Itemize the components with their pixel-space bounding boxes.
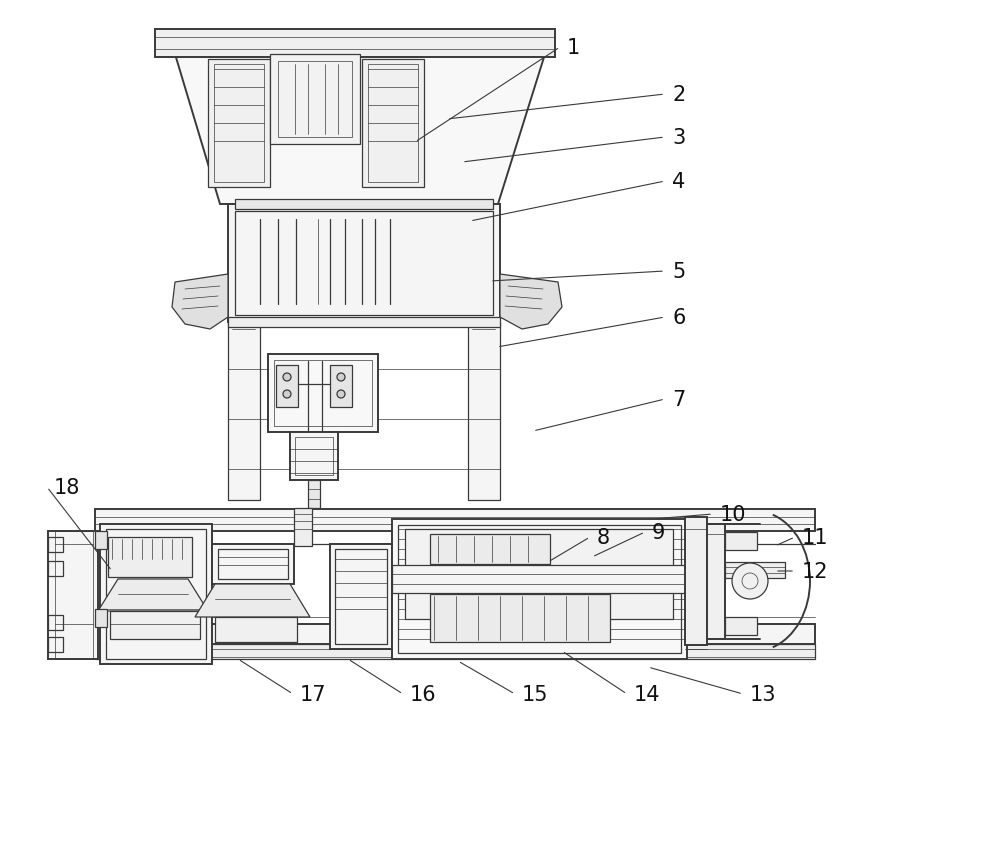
Bar xyxy=(155,30,555,58)
Text: 15: 15 xyxy=(522,684,548,704)
Bar xyxy=(707,524,725,639)
Text: 5: 5 xyxy=(672,262,685,282)
Bar xyxy=(228,323,260,500)
Bar xyxy=(212,544,294,584)
Bar xyxy=(392,520,687,659)
Bar xyxy=(55,532,93,659)
Circle shape xyxy=(337,390,345,399)
Text: 3: 3 xyxy=(672,128,685,148)
Bar xyxy=(48,538,63,552)
Bar xyxy=(295,437,333,475)
Bar xyxy=(270,55,360,145)
Circle shape xyxy=(283,373,291,382)
Bar xyxy=(235,199,493,210)
Text: 2: 2 xyxy=(672,85,685,105)
Bar xyxy=(48,615,63,630)
Bar xyxy=(106,529,206,659)
Bar xyxy=(278,62,352,138)
Bar xyxy=(48,532,98,659)
Text: 18: 18 xyxy=(54,477,80,498)
Bar xyxy=(725,618,757,636)
Text: 16: 16 xyxy=(410,684,437,704)
Circle shape xyxy=(732,563,768,599)
Text: 7: 7 xyxy=(672,389,685,410)
Bar xyxy=(95,509,815,532)
Bar xyxy=(228,318,500,328)
Bar xyxy=(398,526,681,653)
Bar xyxy=(95,609,107,627)
Bar xyxy=(330,366,352,407)
Text: 10: 10 xyxy=(720,504,746,524)
Text: 1: 1 xyxy=(567,38,580,58)
Text: 12: 12 xyxy=(802,561,828,581)
Bar xyxy=(228,204,500,323)
Polygon shape xyxy=(175,55,545,204)
Bar xyxy=(276,366,298,407)
Text: 6: 6 xyxy=(672,308,685,328)
Bar xyxy=(405,529,673,579)
Bar xyxy=(430,595,610,642)
Bar xyxy=(335,550,387,644)
Bar xyxy=(308,481,320,509)
Bar xyxy=(330,544,392,649)
Polygon shape xyxy=(500,274,562,330)
Bar xyxy=(48,637,63,653)
Text: 14: 14 xyxy=(634,684,660,704)
Text: 13: 13 xyxy=(750,684,776,704)
Bar xyxy=(100,524,212,665)
Bar xyxy=(685,517,707,645)
Bar xyxy=(110,611,200,639)
Bar xyxy=(725,532,757,550)
Polygon shape xyxy=(98,579,208,611)
Bar xyxy=(214,65,264,183)
Bar xyxy=(268,354,378,433)
Bar xyxy=(392,566,687,593)
Bar xyxy=(294,509,312,546)
Text: 11: 11 xyxy=(802,527,828,547)
Bar xyxy=(274,360,372,427)
Bar xyxy=(95,644,815,659)
Text: 9: 9 xyxy=(652,522,665,543)
Circle shape xyxy=(337,373,345,382)
Bar xyxy=(108,538,192,578)
Bar xyxy=(430,534,550,564)
Text: 8: 8 xyxy=(597,527,610,547)
Circle shape xyxy=(283,390,291,399)
Bar xyxy=(48,561,63,576)
Bar xyxy=(215,618,297,642)
Bar xyxy=(290,433,338,481)
Bar xyxy=(218,550,288,579)
Polygon shape xyxy=(195,584,310,618)
Bar xyxy=(235,212,493,315)
Text: 4: 4 xyxy=(672,172,685,192)
Bar xyxy=(95,532,107,550)
Text: 17: 17 xyxy=(300,684,327,704)
Bar xyxy=(208,60,270,187)
Bar xyxy=(368,65,418,183)
Polygon shape xyxy=(172,274,228,330)
Bar xyxy=(405,579,673,619)
Bar xyxy=(725,562,785,579)
Bar xyxy=(468,323,500,500)
Bar xyxy=(362,60,424,187)
Bar xyxy=(95,625,815,644)
